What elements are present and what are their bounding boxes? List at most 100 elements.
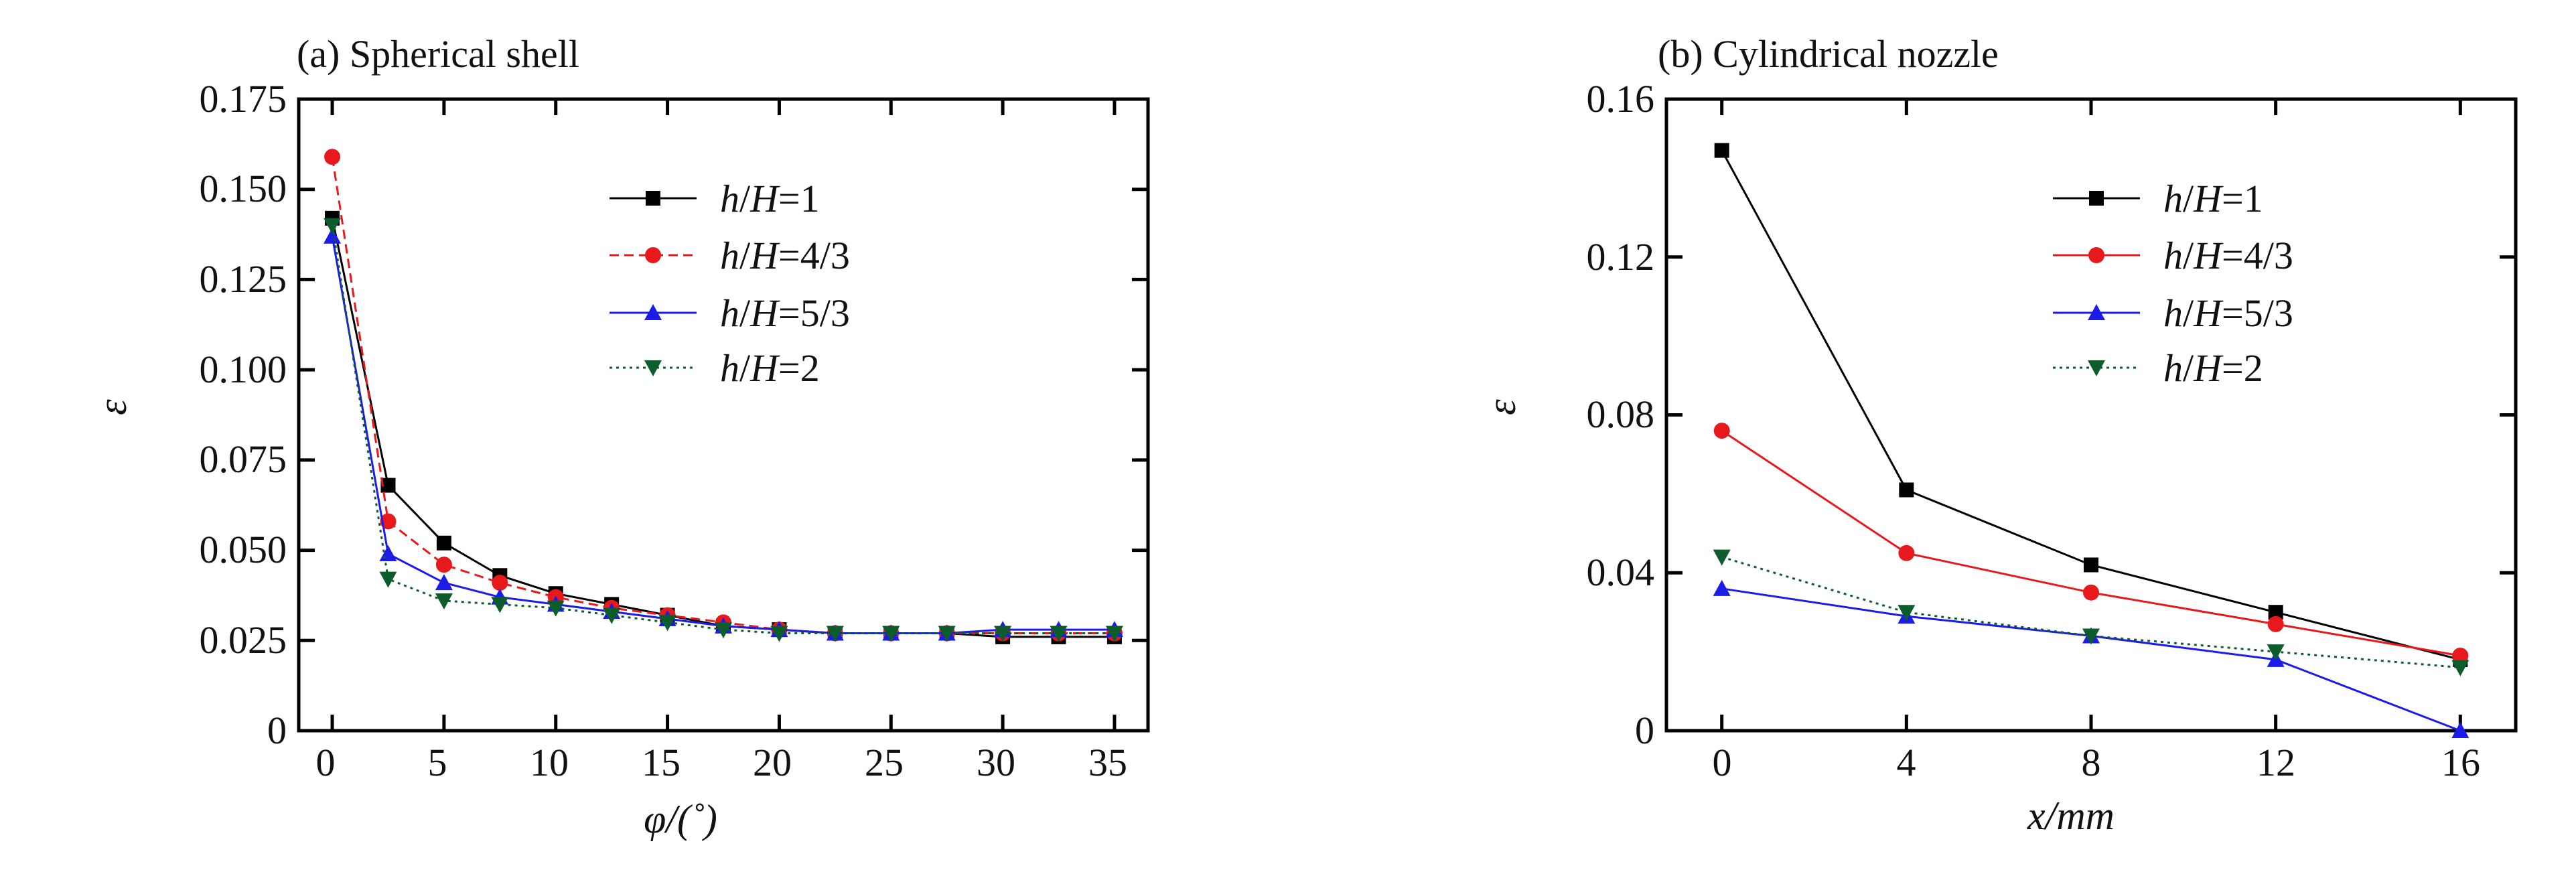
panel-b-x-tick-labels: 0 4 8 12 16 [1713, 741, 2481, 784]
x-tick-label: 35 [1088, 741, 1127, 784]
panel-a-series [324, 149, 1123, 644]
data-point-marker [826, 626, 844, 642]
legend-swatch [2053, 247, 2140, 263]
data-point-marker [715, 622, 732, 639]
panel-a-y-axis-label: ε [90, 399, 135, 415]
series-line [1721, 587, 2461, 732]
legend-label-var-h: h [2163, 234, 2183, 277]
legend-label-value: =5/3 [778, 291, 850, 335]
data-point-marker [658, 615, 676, 632]
legend-label-value: =2 [778, 346, 820, 390]
panel-b-legend: h/H=1 h/H=4/3 h/H=5/3 h/H=2 [2053, 177, 2293, 390]
data-point-marker [603, 607, 621, 624]
panel-a-legend: h/H=1 h/H=4/3 h/H=5/3 h/H=2 [610, 177, 850, 390]
data-point-marker [644, 360, 662, 376]
data-point-marker [2451, 722, 2470, 738]
data-point-marker [1050, 626, 1068, 642]
legend-label-var-h: h [2163, 291, 2183, 335]
legend-swatch [2053, 304, 2140, 320]
legend-label-value: =4/3 [778, 234, 850, 277]
x-tick-label: 20 [753, 741, 792, 784]
legend-item: h/H=4/3 [2053, 234, 2293, 277]
y-tick-label: 0.075 [200, 437, 287, 481]
data-point-marker [1898, 605, 1916, 622]
data-point-marker [1899, 482, 1914, 498]
data-point-marker [1898, 545, 1915, 561]
data-point-marker [644, 304, 662, 320]
data-point-marker [2267, 644, 2285, 661]
data-point-marker [435, 574, 453, 591]
series-h/H=5/3 [324, 227, 1123, 641]
data-point-marker [645, 247, 661, 263]
panel-b-series [1713, 143, 2470, 738]
series-h/H=4/3 [1713, 423, 2469, 664]
legend-label-var-H: H [749, 346, 780, 390]
legend-swatch [610, 247, 697, 263]
x-tick-label: 15 [642, 741, 681, 784]
y-tick-label: 0.100 [200, 348, 287, 391]
data-point-marker [436, 535, 451, 551]
y-tick-label: 0.025 [200, 618, 287, 662]
data-point-marker [994, 626, 1012, 642]
data-point-marker [435, 557, 452, 573]
y-tick-label: 0.04 [1587, 551, 1655, 594]
panel-a-y-tick-labels: 0 0.025 0.050 0.075 0.100 0.125 0.150 0.… [200, 77, 287, 752]
x-tick-label: 4 [1897, 741, 1916, 784]
legend-item: h/H=2 [2053, 346, 2263, 390]
y-tick-label: 0.08 [1587, 392, 1655, 436]
data-point-marker [1105, 626, 1123, 642]
legend-label: h/H=1 [2163, 177, 2263, 220]
legend-label-slash: / [739, 177, 751, 220]
data-point-marker [2088, 247, 2104, 263]
legend-label-var-h: h [2163, 346, 2183, 390]
legend-item: h/H=2 [610, 346, 820, 390]
data-point-marker [770, 626, 788, 642]
legend-label-var-H: H [749, 234, 780, 277]
panel-a-ticks [299, 97, 1148, 733]
panel-b-y-axis-label: ε [1480, 399, 1524, 415]
y-tick-label: 0.12 [1587, 235, 1655, 279]
legend-label-var-h: h [720, 291, 739, 335]
legend-item: h/H=4/3 [610, 234, 850, 277]
series-line [331, 218, 1115, 638]
panel-a-x-tick-labels: 0 5 10 15 20 25 30 35 [316, 741, 1128, 784]
data-point-marker [646, 191, 660, 206]
panel-a-title: (a) Spherical shell [297, 32, 579, 76]
legend-label: h/H=4/3 [2163, 234, 2293, 277]
data-point-marker [2452, 648, 2469, 664]
legend-label: h/H=5/3 [2163, 291, 2293, 335]
data-point-marker [324, 149, 341, 165]
legend-label-var-H: H [2193, 346, 2224, 390]
legend-label-value: =4/3 [2222, 234, 2293, 277]
data-point-marker [2084, 557, 2098, 573]
data-point-marker [882, 626, 900, 642]
panel-b: (b) Cylindrical nozzle 0 0.04 0.08 0.12 … [1480, 32, 2518, 838]
data-point-marker [380, 478, 396, 493]
data-point-marker [2451, 660, 2470, 676]
x-tick-label: 10 [530, 741, 569, 784]
data-point-marker [492, 575, 508, 591]
data-point-marker [379, 545, 397, 561]
legend-label-var-h: h [720, 234, 739, 277]
data-point-marker [938, 626, 956, 642]
data-point-marker [491, 597, 509, 613]
data-point-marker [324, 227, 342, 244]
data-point-marker [1714, 143, 1729, 158]
data-point-marker [2088, 304, 2105, 320]
legend-item: h/H=5/3 [2053, 291, 2293, 335]
y-tick-label: 0.125 [200, 257, 287, 301]
series-h/H=4/3 [324, 149, 1123, 642]
data-point-marker [2088, 360, 2105, 376]
legend-label-var-H: H [2193, 234, 2224, 277]
legend-label-value: =1 [2222, 177, 2263, 220]
x-tick-label: 5 [428, 741, 447, 784]
legend-label: h/H=2 [720, 346, 820, 390]
legend-label-var-H: H [2193, 177, 2224, 220]
y-tick-label: 0.050 [200, 528, 287, 571]
series-line [1721, 556, 2461, 669]
legend-label-slash: / [739, 346, 751, 390]
data-point-marker [379, 571, 397, 588]
y-tick-label: 0.16 [1587, 77, 1655, 121]
legend-label-value: =1 [778, 177, 820, 220]
